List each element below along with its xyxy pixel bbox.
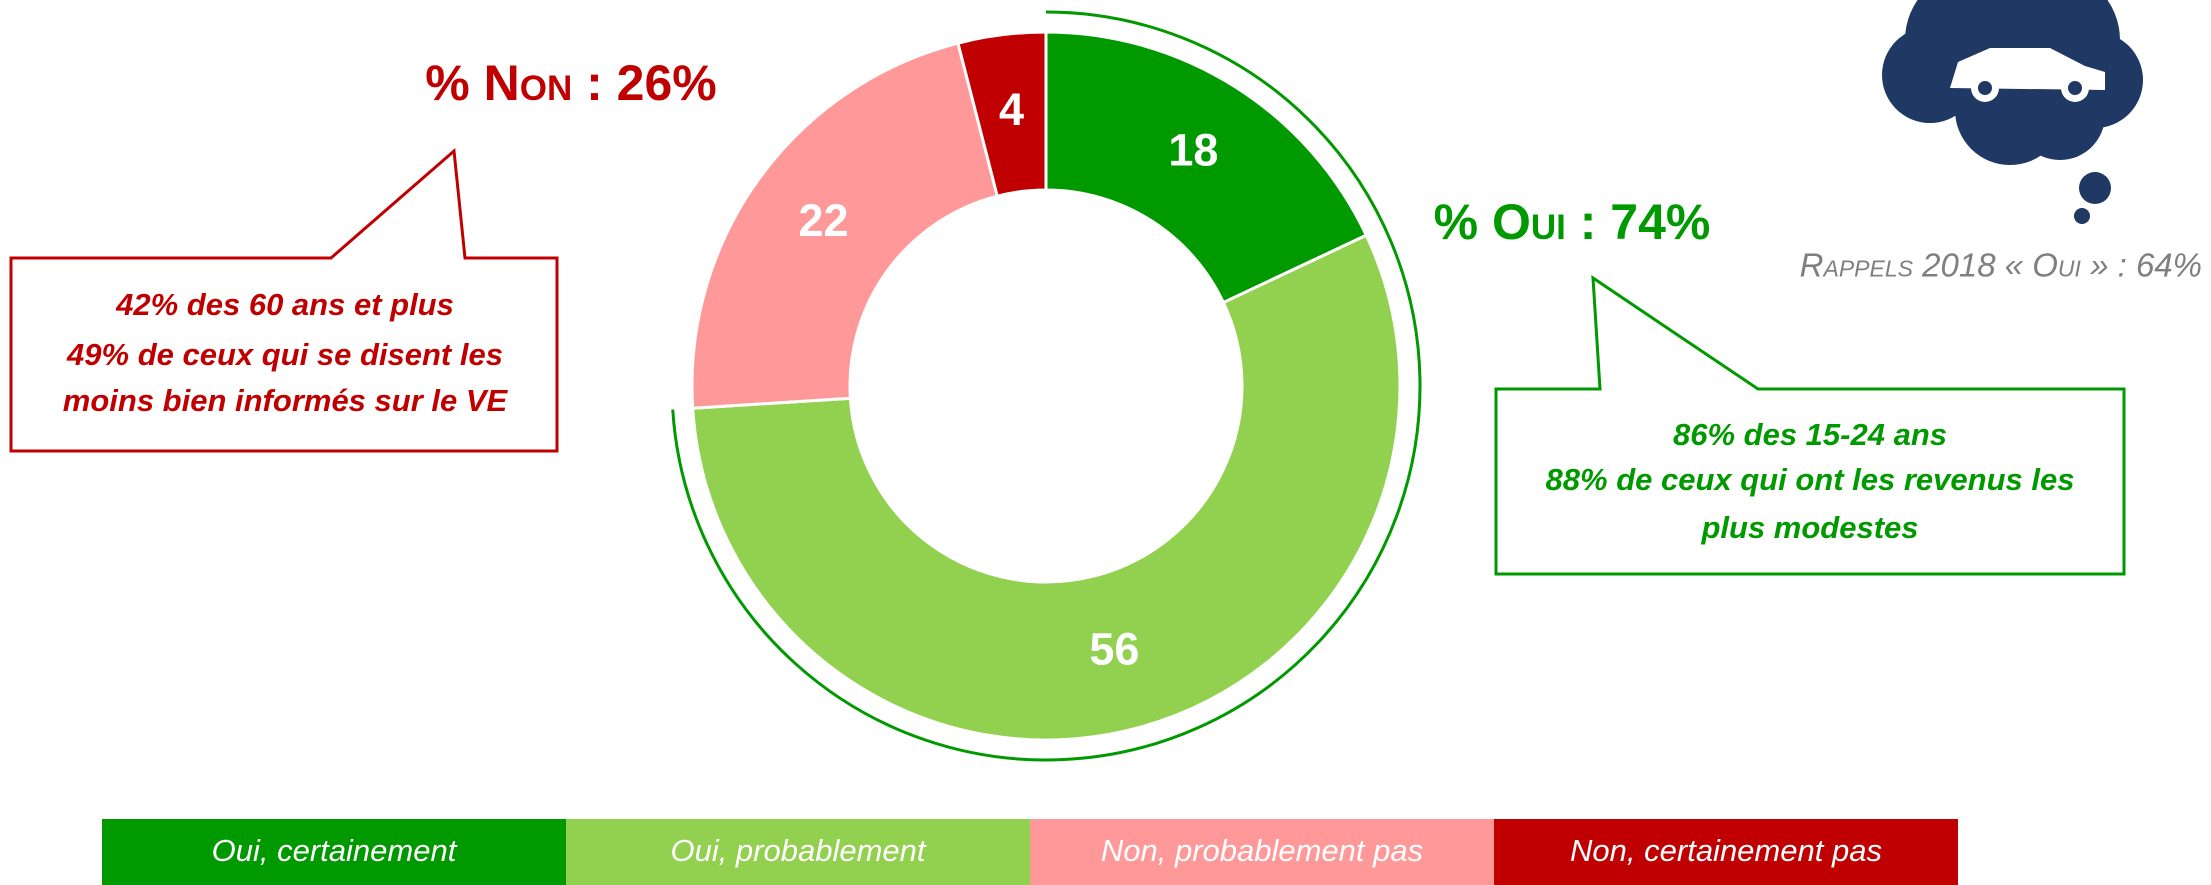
oui-total: % Oui : 74% [1434,194,1711,250]
legend-swatch [102,819,566,885]
slice [1044,30,1369,305]
oui-callout-line: plus modestes [1700,510,1918,545]
recall: Rappels 2018 « Oui » : 64% [1800,247,2202,284]
legend-label: Oui, probablement [670,833,926,868]
non-callout-line: moins bien informés sur le VE [63,383,509,418]
slice [691,233,1402,742]
slice-label: 22 [798,195,848,246]
slice [690,41,1000,410]
car-icon [1882,0,2143,224]
legend-label: Non, probablement pas [1101,833,1423,868]
oui-arc [671,10,1422,762]
non-callout-box [9,147,559,453]
non-callout-line: 49% de ceux qui se disent les [66,337,503,372]
legend-label: Non, certainement pas [1570,833,1882,868]
legend-swatch [1494,819,1958,885]
oui-callout-box [1494,275,2126,576]
non-total: % Non : 26% [425,55,716,111]
slice-label: 18 [1168,125,1218,176]
oui-callout-line: 88% de ceux qui ont les revenus les [1546,462,2075,497]
slice-label: 4 [999,84,1024,135]
slice-label: 56 [1089,623,1139,674]
legend-swatch [566,819,1030,885]
legend-label: Oui, certainement [212,833,458,868]
non-callout-line: 42% des 60 ans et plus [115,287,454,322]
legend-swatch [1030,819,1494,885]
oui-callout-line: 86% des 15-24 ans [1673,417,1947,452]
slice [956,30,1048,198]
